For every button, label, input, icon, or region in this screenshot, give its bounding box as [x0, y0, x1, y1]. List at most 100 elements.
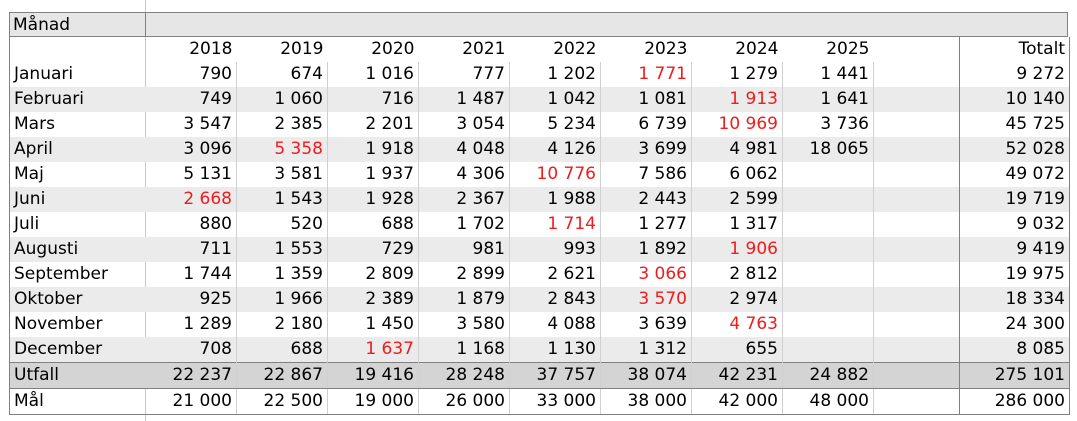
value-cell: 1 016 — [327, 62, 419, 87]
value-cell: 1 042 — [509, 87, 601, 112]
year-header: 2021 — [462, 39, 506, 59]
value-cell: 2 389 — [327, 287, 419, 312]
value-cell: 2 385 — [236, 112, 328, 137]
title-bar — [9, 12, 1068, 37]
month-label: Maj — [9, 162, 146, 187]
value-cell: 1 277 — [600, 212, 692, 237]
month-label: Februari — [9, 87, 146, 112]
value-cell: 18 065 — [782, 137, 874, 162]
value-cell — [782, 162, 874, 187]
table-row: Januari 790 674 1 016 777 1 202 1 771 1 279 1 44… — [9, 62, 1070, 87]
month-label: April — [9, 137, 146, 162]
month-label: Oktober — [9, 287, 146, 312]
outcome-value: 19 416 — [327, 362, 419, 389]
value-cell: 2 843 — [509, 287, 601, 312]
value-cell: 3 054 — [418, 112, 510, 137]
outcome-total: 275 101 — [959, 362, 1070, 389]
value-cell: 5 234 — [509, 112, 601, 137]
value-cell: 3 580 — [418, 312, 510, 337]
total-header: Totalt — [959, 37, 1070, 62]
month-label: Januari — [9, 62, 146, 87]
value-cell: 981 — [418, 237, 510, 262]
value-cell — [782, 237, 874, 262]
spacer-cell — [874, 162, 960, 187]
value-cell: 2 621 — [509, 262, 601, 287]
row-total: 8 085 — [959, 337, 1070, 363]
value-cell: 1 312 — [600, 337, 692, 363]
value-cell: 5 131 — [145, 162, 237, 187]
table-row: Augusti 711 1 553 729 981 993 1 892 1 906 9 419 — [9, 237, 1070, 262]
value-cell: 1 130 — [509, 337, 601, 363]
highlighted-value-cell: 4 763 — [691, 312, 783, 337]
outcome-row: Utfall 22 237 22 867 19 416 28 248 37 757 38 0… — [9, 362, 1070, 389]
value-cell — [782, 187, 874, 212]
spacer-cell — [873, 87, 960, 112]
year-header: 2018 — [189, 39, 233, 59]
value-cell: 2 367 — [418, 187, 510, 212]
row-total: 18 334 — [959, 287, 1070, 312]
month-label: November — [9, 312, 146, 337]
goal-value: 21 000 — [145, 388, 237, 415]
value-cell: 4 306 — [418, 162, 510, 187]
year-header: 2023 — [644, 39, 688, 59]
spacer-cell — [874, 262, 960, 287]
value-cell: 2 812 — [691, 262, 783, 287]
value-cell: 688 — [327, 212, 419, 237]
value-cell: 1 441 — [782, 62, 874, 87]
value-cell: 880 — [145, 212, 237, 237]
value-cell: 1 879 — [418, 287, 510, 312]
outcome-value: 28 248 — [418, 362, 510, 389]
value-cell: 2 180 — [236, 312, 328, 337]
value-cell: 6 739 — [600, 112, 692, 137]
outcome-value: 37 757 — [509, 362, 601, 389]
highlighted-value-cell: 2 668 — [145, 187, 237, 212]
value-cell: 688 — [236, 337, 328, 363]
value-cell: 1 702 — [418, 212, 510, 237]
goal-label: Mål — [9, 388, 146, 415]
outcome-value: 22 237 — [145, 362, 237, 389]
value-cell: 1 450 — [327, 312, 419, 337]
value-cell: 729 — [327, 237, 419, 262]
highlighted-value-cell: 5 358 — [236, 137, 328, 162]
value-cell: 790 — [145, 62, 237, 87]
value-cell: 1 918 — [327, 137, 419, 162]
value-cell: 1 553 — [236, 237, 328, 262]
value-cell: 1 928 — [327, 187, 419, 212]
table-row: November 1 289 2 180 1 450 3 580 4 088 3 639 4 … — [9, 312, 1070, 337]
header-row: 2018 2019 2020 2021 2022 2023 2024 2025 Totalt — [9, 37, 1070, 62]
value-cell: 1 543 — [236, 187, 328, 212]
title-separator — [145, 12, 146, 37]
table-row: Juli 880 520 688 1 702 1 714 1 277 1 317 9 032 — [9, 212, 1070, 237]
table-row: Februari 749 1 060 716 1 487 1 042 1 081 1 913 1… — [9, 87, 1070, 112]
spacer-cell — [873, 287, 960, 312]
value-cell: 2 899 — [418, 262, 510, 287]
spacer-cell — [873, 237, 960, 262]
spacer-cell — [874, 312, 960, 337]
goal-value: 42 000 — [691, 388, 783, 415]
spacer-cell — [874, 62, 960, 87]
value-cell: 1 641 — [782, 87, 874, 112]
outcome-value: 42 231 — [691, 362, 783, 389]
goal-value: 48 000 — [782, 388, 874, 415]
monthly-table: 2018 2019 2020 2021 2022 2023 2024 2025 Totalt Ja… — [9, 37, 1070, 415]
value-cell: 1 892 — [600, 237, 692, 262]
outcome-value: 24 882 — [782, 362, 874, 389]
value-cell: 4 981 — [691, 137, 783, 162]
month-label: Juli — [9, 212, 146, 237]
spacer-cell — [874, 37, 960, 62]
highlighted-value-cell: 1 771 — [600, 62, 692, 87]
month-label: December — [9, 337, 146, 363]
outcome-value: 22 867 — [236, 362, 328, 389]
row-total: 9 419 — [959, 237, 1070, 262]
value-cell — [782, 212, 874, 237]
value-cell: 1 937 — [327, 162, 419, 187]
value-cell: 1 289 — [145, 312, 237, 337]
value-cell: 1 060 — [236, 87, 328, 112]
goal-value: 33 000 — [509, 388, 601, 415]
year-header: 2020 — [371, 39, 415, 59]
value-cell: 3 581 — [236, 162, 328, 187]
value-cell: 1 359 — [236, 262, 328, 287]
value-cell: 520 — [236, 212, 328, 237]
goal-value: 22 500 — [236, 388, 328, 415]
month-label: Mars — [9, 112, 146, 137]
